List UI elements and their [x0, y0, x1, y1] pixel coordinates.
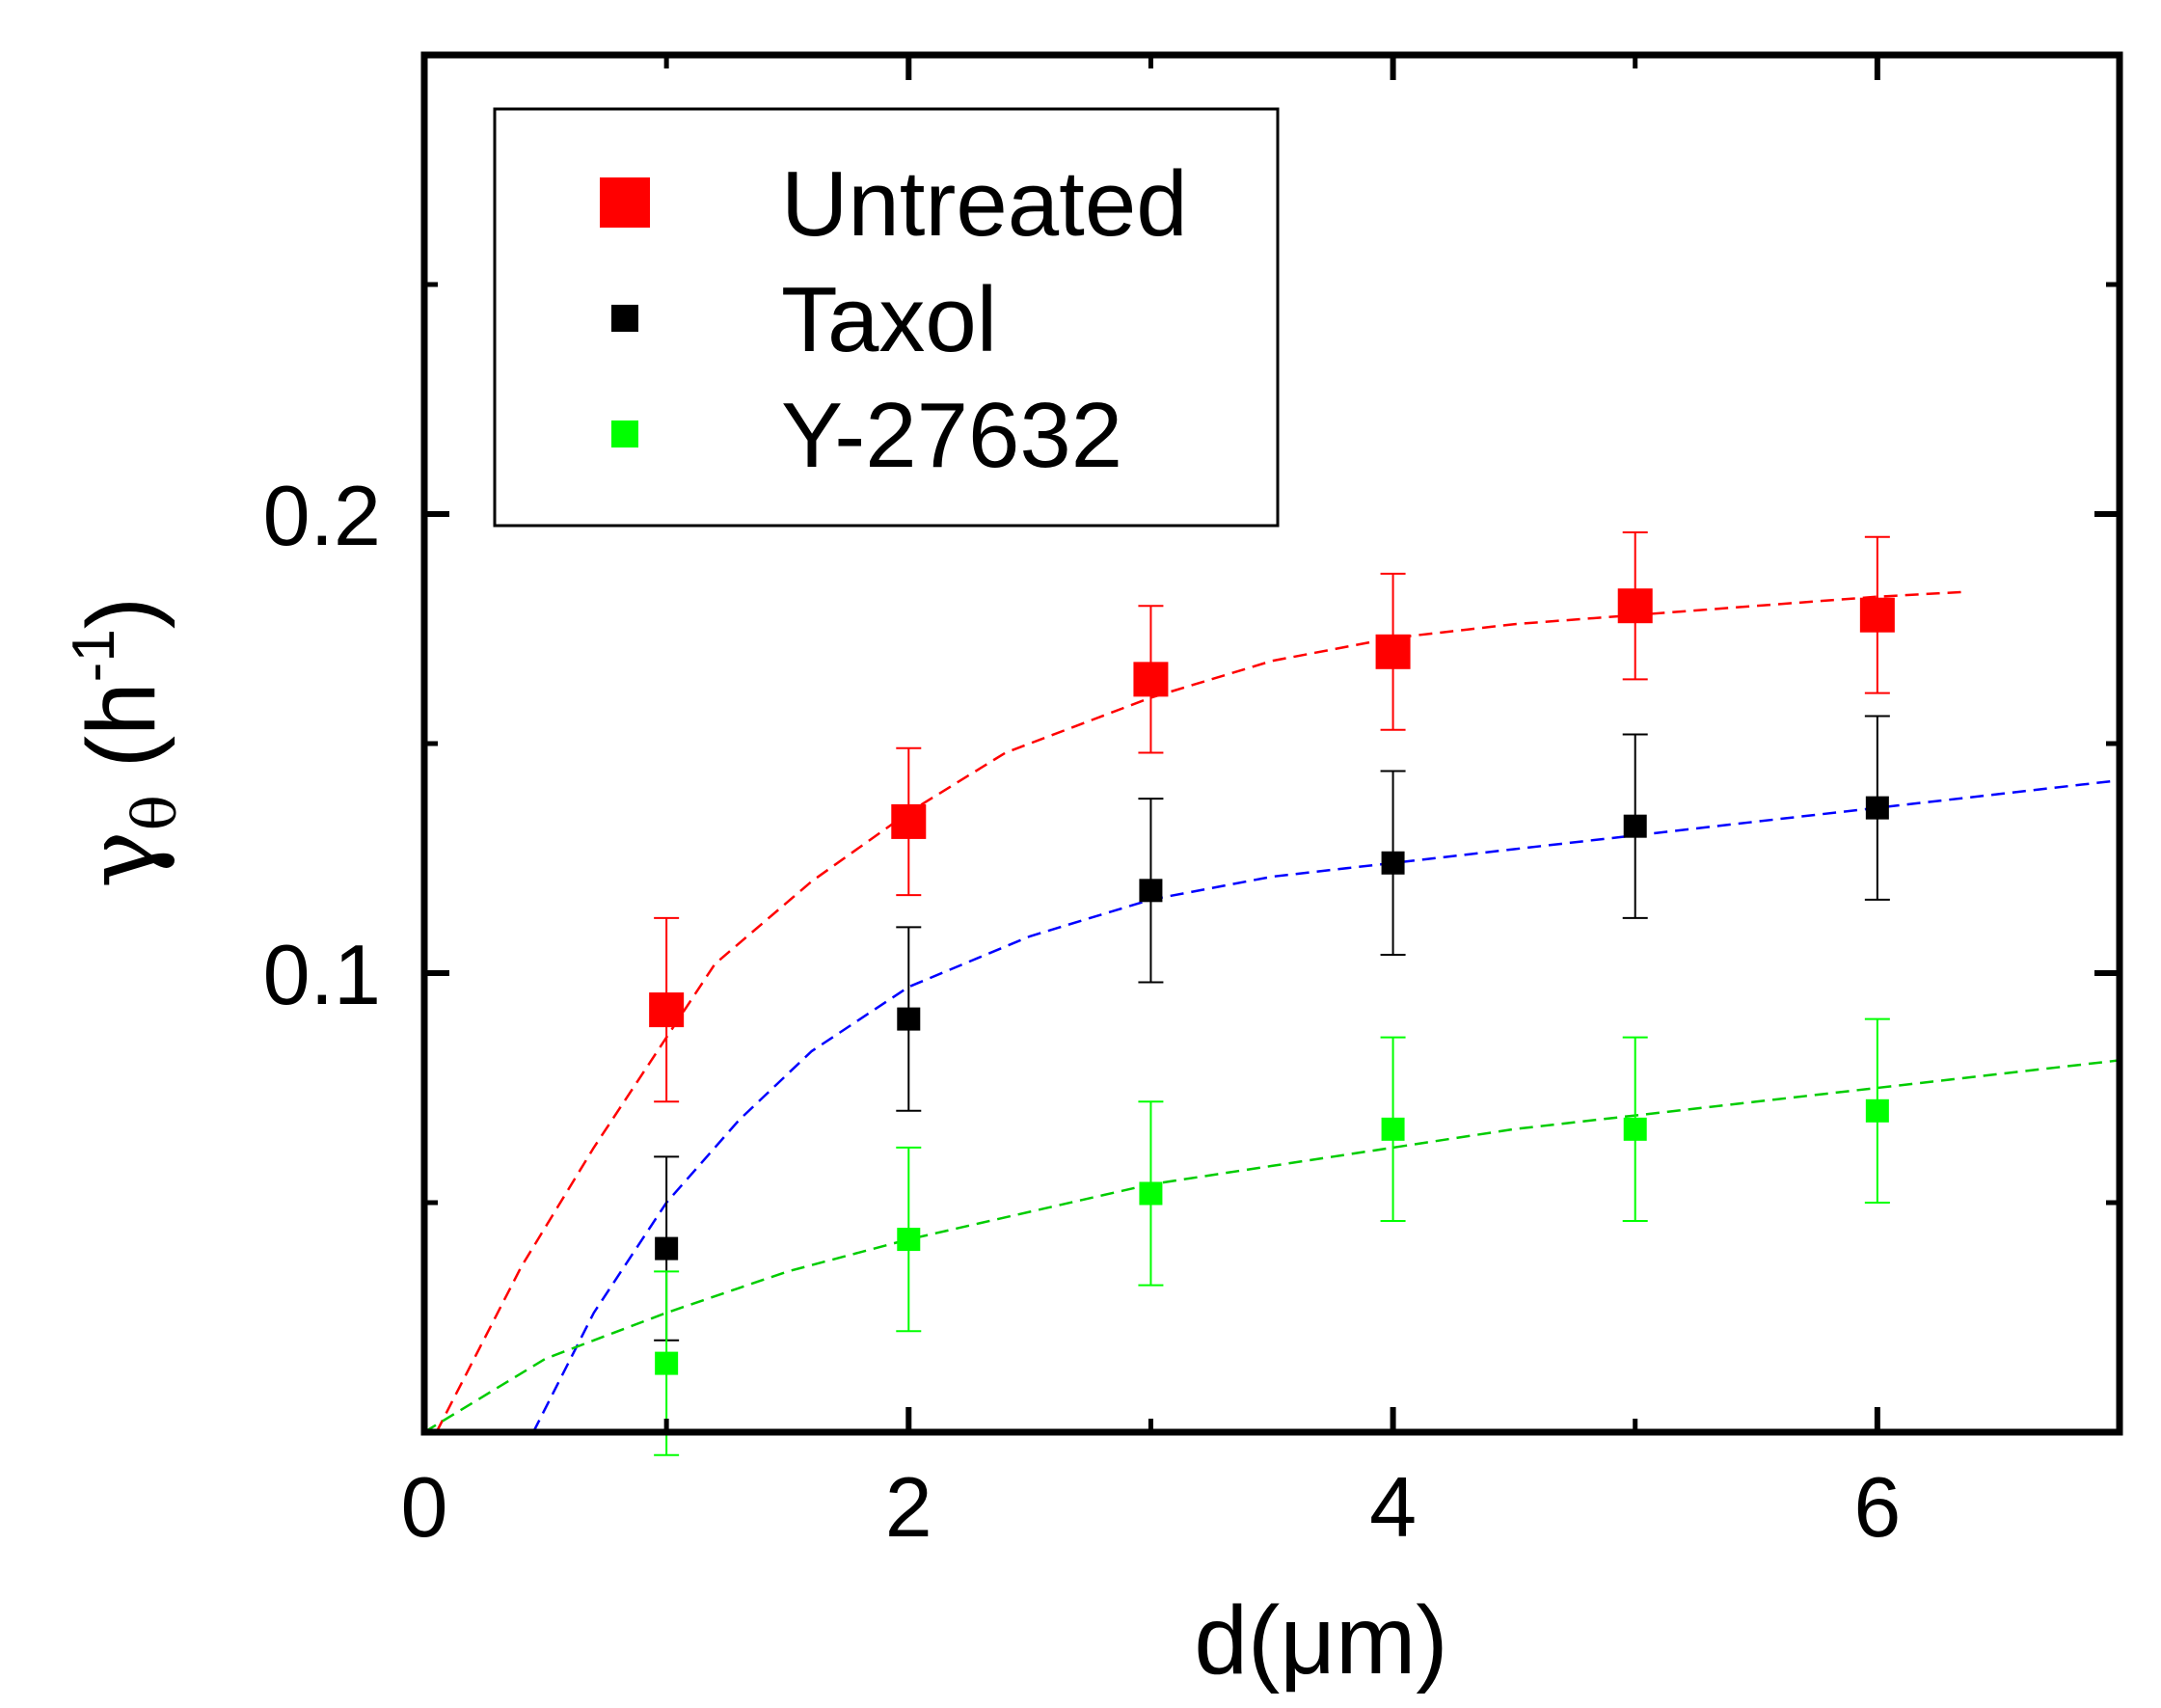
y-axis-label: γθ (h-1) [61, 597, 190, 888]
legend-marker-taxol [611, 305, 638, 332]
legend-label-taxol: Taxol [781, 268, 997, 371]
x-tick-label-6: 6 [1853, 1459, 1901, 1555]
fit-curve-taxol [531, 778, 2120, 1433]
y-tick-label-0.2: 0.2 [263, 468, 381, 563]
point-untreated-4 [1375, 634, 1411, 669]
error-bars [654, 531, 1890, 1456]
fit-curve-untreated [435, 590, 1962, 1433]
point-y27632-4 [1381, 1117, 1405, 1141]
point-taxol-3 [1139, 879, 1163, 903]
point-untreated-3 [1133, 662, 1169, 697]
x-tick-label-4: 4 [1369, 1459, 1417, 1555]
legend-marker-untreated [600, 177, 650, 228]
point-y27632-3 [1139, 1181, 1163, 1206]
point-y27632-5 [1623, 1117, 1647, 1141]
point-untreated-5 [1617, 588, 1653, 624]
x-tick-label-0: 0 [401, 1459, 448, 1555]
fit-curves [423, 590, 2120, 1434]
y-axis-label-unit-close: ) [68, 597, 176, 629]
tick-labels: 0 2 4 6 0.1 0.2 [263, 468, 1902, 1555]
y-axis-label-unit-open: (h [68, 682, 176, 795]
point-untreated-2 [891, 803, 927, 839]
x-axis-label: d(μm) [1194, 1586, 1447, 1694]
data-points [649, 588, 1895, 1375]
point-taxol-4 [1381, 851, 1405, 875]
point-y27632-1 [655, 1351, 679, 1375]
y-axis-label-subscript: θ [120, 795, 190, 830]
x-tick-label-2: 2 [885, 1459, 932, 1555]
point-taxol-2 [897, 1007, 921, 1031]
fit-curve-y27632 [423, 1059, 2120, 1434]
point-taxol-6 [1865, 796, 1889, 820]
legend-label-untreated: Untreated [781, 152, 1188, 256]
svg-text:γθ (h-1): γθ (h-1) [61, 597, 190, 888]
point-untreated-6 [1859, 597, 1895, 633]
point-y27632-2 [897, 1228, 921, 1252]
legend: Untreated Taxol Y-27632 [493, 107, 1280, 528]
point-taxol-5 [1623, 814, 1647, 838]
point-taxol-1 [655, 1236, 679, 1261]
legend-marker-y27632 [611, 420, 638, 447]
axis-ticks [421, 55, 2120, 1432]
y-axis-label-symbol: γ [65, 830, 177, 888]
point-y27632-6 [1865, 1098, 1889, 1123]
y-axis-label-superscript: -1 [61, 629, 127, 682]
point-untreated-1 [649, 992, 685, 1028]
legend-label-y27632: Y-27632 [781, 384, 1122, 487]
y-tick-label-0.1: 0.1 [263, 927, 381, 1022]
